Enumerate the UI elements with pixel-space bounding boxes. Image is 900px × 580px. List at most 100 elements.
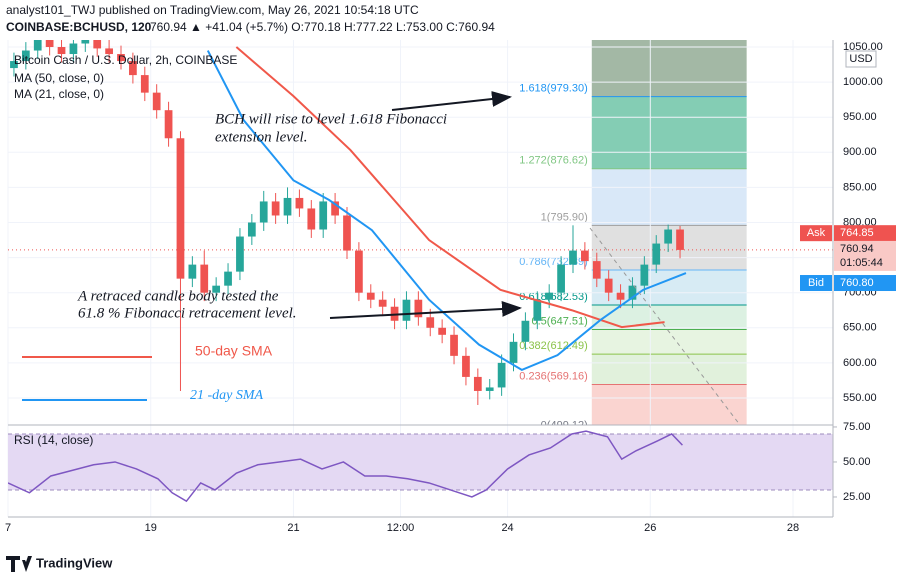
y-tick-label: 550.00 [843, 392, 877, 404]
candle-body [295, 197, 304, 209]
rsi-tick-label: 25.00 [843, 491, 871, 503]
fib-label: 1.618(979.30) [519, 83, 588, 95]
chart-title: Bitcoin Cash / U.S. Dollar, 2h, COINBASE [14, 53, 237, 67]
candle-body [129, 61, 137, 76]
fib-zone [591, 384, 747, 425]
candle-body [438, 327, 447, 335]
annotation: BCH will rise to level 1.618 Fibonacci [215, 111, 447, 127]
logo [6, 556, 32, 572]
last-price-tag [834, 240, 896, 271]
candle-body [426, 317, 435, 328]
candle-body [331, 201, 339, 216]
fib-zone [591, 40, 747, 97]
ask-price: 764.85 [840, 227, 874, 239]
candle-body [604, 278, 613, 293]
currency: USD [849, 53, 872, 65]
y-tick-label: 650.00 [843, 322, 877, 334]
candle-body [10, 61, 18, 69]
fib-label: 1.272(876.62) [519, 155, 588, 167]
fib-zone [591, 168, 747, 226]
last-price: 760.94 [840, 243, 874, 255]
x-tick-label: 12:00 [387, 522, 415, 534]
candle-body [247, 222, 256, 237]
x-tick-label: 19 [145, 522, 157, 534]
countdown: 01:05:44 [840, 257, 883, 269]
candle-body [212, 285, 221, 293]
fibonacci-layer: 0(499.12) 0.236(569.16) 0.382(612.49) 0.5(6… [519, 40, 747, 432]
candle-body [283, 197, 292, 216]
rsi-title: RSI (14, close) [14, 433, 93, 447]
bid-price: 760.80 [840, 277, 874, 289]
candle-body [628, 285, 637, 300]
candle-body [343, 215, 351, 251]
x-tick-label: 21 [287, 522, 299, 534]
bid-label: Bid [808, 277, 824, 289]
candle-body [259, 201, 268, 223]
candle-body [33, 40, 42, 51]
candle-body [485, 387, 494, 391]
candle-body [652, 243, 661, 265]
candle-body [509, 341, 518, 363]
annotation: 61.8 % Fibonacci retracement level. [78, 305, 297, 321]
x-tick-label: 26 [644, 522, 656, 534]
candle-body [450, 334, 458, 356]
footer-brand: TradingView [36, 555, 113, 570]
y-tick-label: 900.00 [843, 146, 877, 158]
annotation: 21 -day SMA [190, 388, 264, 403]
ma-line [206, 50, 687, 372]
candle-body [140, 75, 149, 93]
fib-label: 0.236(569.16) [519, 370, 588, 382]
candle-body [664, 229, 673, 244]
rsi-line [8, 430, 683, 503]
price-layer [8, 40, 833, 405]
rsi-layer [8, 430, 833, 503]
candle-body [307, 208, 316, 230]
fib-label: 0(499.12) [541, 420, 588, 432]
legend-entry: MA (21, close, 0) [14, 87, 104, 101]
candle-body [319, 201, 328, 230]
symbol: COINBASE:BCHUSD, 120 [6, 20, 152, 34]
ask-label: Ask [807, 227, 826, 239]
fib-label: 0.5(647.51) [532, 315, 588, 327]
ask-price-tag [834, 225, 896, 242]
legend-entry: MA (50, close, 0) [14, 71, 104, 85]
candle-body [581, 250, 589, 262]
trend-line [589, 227, 741, 426]
candle-body [105, 48, 113, 55]
candle-body [616, 292, 625, 300]
candle-body [378, 299, 387, 307]
currency-box [845, 50, 877, 68]
candle-body [188, 264, 197, 279]
candle-body [21, 50, 30, 62]
candle-body [200, 264, 209, 293]
candle-body [545, 292, 554, 300]
fib-label: 1(795.90) [541, 211, 588, 223]
candle-body [81, 40, 90, 44]
fib-label: 0.382(612.49) [519, 340, 588, 352]
ask-tag [800, 225, 832, 242]
quote: 760.94 ▲ +41.04 (+5.7%) O:770.18 H:777.2… [150, 20, 495, 34]
axis-layer: 550.00600.00650.00700.00750.00800.00850.… [5, 41, 896, 534]
candle-body [414, 299, 423, 318]
fib-zone [591, 354, 747, 385]
fib-zone [591, 269, 747, 305]
candle-body [164, 110, 173, 139]
candle-body [355, 250, 363, 293]
bid-price-tag [834, 275, 896, 292]
x-tick-label: 24 [501, 522, 513, 534]
rsi-tick-label: 75.00 [843, 421, 871, 433]
bid-tag [800, 275, 832, 292]
x-tick-label: 28 [787, 522, 799, 534]
annotation: 50-day SMA [195, 343, 273, 359]
annotation: extension level. [215, 129, 307, 145]
y-tick-label: 600.00 [843, 357, 877, 369]
candle-body [462, 355, 470, 377]
candle-body [569, 250, 577, 265]
fib-zone [591, 329, 747, 355]
ma-line [235, 46, 665, 329]
candle-body [402, 299, 411, 321]
candle-body [152, 92, 161, 111]
x-tick-label: 7 [5, 522, 11, 534]
arrow [391, 91, 512, 111]
candle-body [676, 229, 684, 250]
